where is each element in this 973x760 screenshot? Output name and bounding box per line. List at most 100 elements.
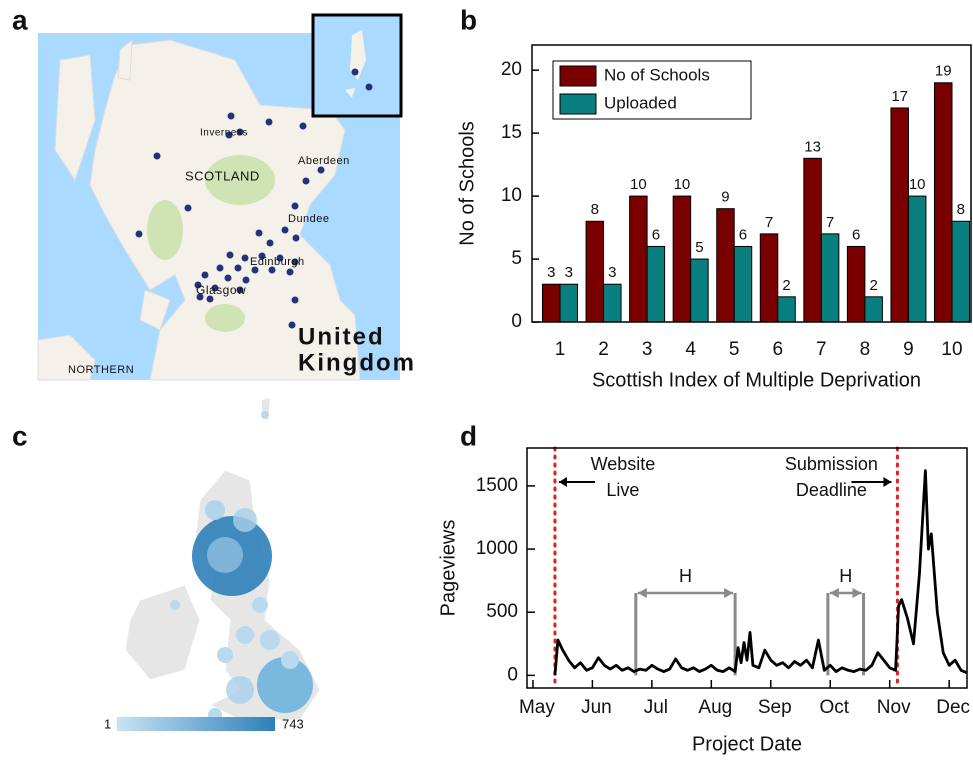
legend-label: Uploaded [604,93,677,112]
figure: abcdSCOTLANDInvernessAberdeenDundeeEdinb… [0,0,973,760]
value-label: 13 [804,138,821,155]
map-label: Kingdom [298,349,416,376]
y-tick-label: 15 [501,122,522,143]
x-tick-label: 5 [729,339,740,360]
event-label: Live [606,480,639,500]
ireland-land [125,585,200,680]
map-label: United [298,323,385,350]
bar [891,108,909,322]
value-label: 6 [739,226,747,243]
value-label: 5 [695,239,703,256]
map-label: Inverness [200,128,248,139]
y-tick-label: 0 [511,311,522,332]
map-label: NORTHERN [68,364,134,376]
bar [778,297,796,322]
value-label: 10 [909,176,926,193]
x-tick-label: 2 [598,339,609,360]
x-tick-label: 8 [860,339,871,360]
y-tick-label: 5 [511,248,522,269]
panel-label: a [12,4,28,35]
value-label: 2 [869,277,877,294]
x-tick-label: May [519,697,555,718]
event-arrowhead [883,477,891,487]
bar [821,234,839,322]
y-axis-label: No of Schools [456,121,478,246]
value-label: 7 [826,214,834,231]
x-tick-label: Jun [581,697,612,718]
value-label: 10 [630,176,647,193]
bar [543,284,561,322]
value-label: 6 [652,226,660,243]
bar [630,196,648,322]
map-label: Aberdeen [298,155,350,167]
x-tick-label: Jul [644,697,668,718]
x-tick-label: 7 [816,339,827,360]
legend-label: No of Schools [604,65,710,84]
value-label: 3 [565,264,573,281]
bar [691,259,709,322]
x-tick-label: Oct [819,697,849,718]
value-label: 3 [608,264,616,281]
colorbar [117,717,275,731]
x-tick-label: Dec [936,697,970,718]
y-tick-label: 1000 [476,538,518,559]
x-tick-label: Nov [877,697,911,718]
event-label: Submission [785,454,878,474]
x-tick-label: Sep [758,697,792,718]
bar [586,221,604,322]
y-tick-label: 1500 [476,475,518,496]
bar [717,209,735,322]
x-tick-label: 10 [941,339,962,360]
x-tick-label: 9 [903,339,914,360]
map-label: Dundee [288,213,330,225]
bar [804,158,822,322]
span-label: H [679,566,692,586]
bar [604,284,622,322]
value-label: 8 [591,201,599,218]
span-label: H [839,566,852,586]
value-label: 10 [674,176,691,193]
y-tick-label: 10 [501,185,522,206]
y-axis-label: Pageviews [437,520,459,617]
bar [935,83,953,322]
bar [560,284,578,322]
event-arrowhead [559,477,567,487]
bar [760,234,778,322]
park [205,304,245,332]
value-label: 17 [891,88,908,105]
y-tick-label: 0 [507,664,518,685]
value-label: 19 [935,63,952,80]
value-label: 2 [782,277,790,294]
x-tick-label: Aug [698,697,732,718]
x-axis-label: Scottish Index of Multiple Deprivation [592,369,921,391]
map-label: Edinburgh [250,256,305,268]
colorbar-max: 743 [282,716,304,731]
bar [865,297,883,322]
park [147,200,183,260]
map-label: Glasgow [196,283,246,297]
y-tick-label: 20 [501,59,522,80]
map-c [125,398,320,722]
panel-label: b [460,4,477,35]
y-tick-label: 500 [486,601,518,622]
bar [952,221,970,322]
bar [847,246,865,322]
bar [734,246,752,322]
x-tick-label: 3 [642,339,653,360]
x-tick-label: 1 [555,339,566,360]
colorbar-min: 1 [104,716,111,731]
panel-label: c [12,420,28,451]
legend-swatch [560,94,596,114]
bar [908,196,926,322]
value-label: 7 [765,214,773,231]
map-label: SCOTLAND [185,168,260,183]
event-label: Website [591,454,656,474]
x-tick-label: 4 [685,339,696,360]
value-label: 6 [852,226,860,243]
bar [673,196,691,322]
value-label: 9 [721,189,729,206]
bar [647,246,665,322]
line [555,471,967,676]
value-label: 8 [957,201,965,218]
x-tick-label: 6 [772,339,783,360]
